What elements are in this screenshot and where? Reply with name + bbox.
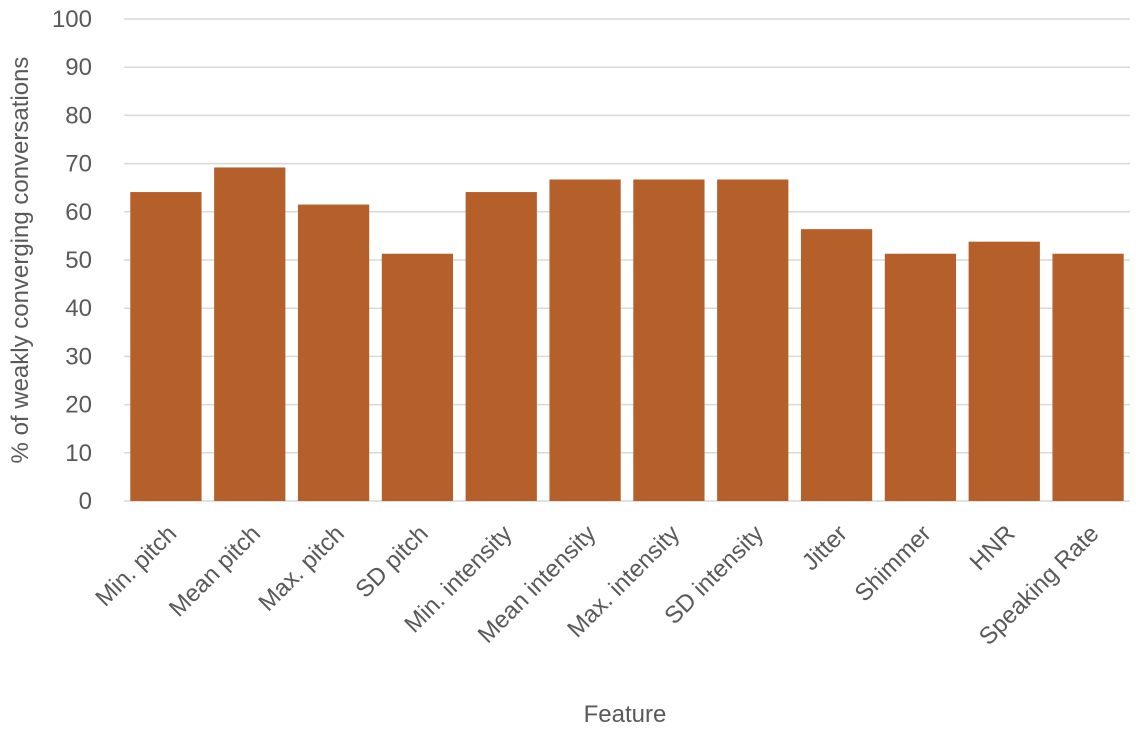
bar [800,229,873,502]
y-tick-label: 50 [65,247,92,274]
x-axis-title: Feature [584,701,667,728]
bar [297,204,370,501]
x-tick-label: Mean pitch [164,520,266,622]
bar [381,253,454,501]
x-tick-label: HNR [965,520,1021,576]
y-tick-label: 20 [65,392,92,419]
y-tick-label: 0 [79,488,92,515]
y-axis-title: % of weakly converging conversations [7,57,34,464]
bar [130,192,202,501]
bar [633,179,705,502]
y-tick-label: 30 [65,343,92,370]
x-tick-label: Max. pitch [253,520,349,616]
bar [465,192,537,501]
y-tick-label: 40 [65,295,92,322]
y-tick-label: 100 [52,6,92,33]
y-tick-label: 70 [65,151,92,178]
bar [1052,253,1124,501]
bar [214,167,286,501]
x-tick-label: Shimmer [850,520,937,607]
x-tick-label: Jitter [797,520,853,576]
y-tick-label: 60 [65,199,92,226]
bar [968,241,1040,501]
bar [717,179,789,502]
y-tick-label: 10 [65,440,92,467]
x-tick-label: SD pitch [350,520,433,603]
bar [549,179,621,502]
y-tick-label: 80 [65,102,92,129]
bar [884,253,957,501]
y-tick-label: 90 [65,54,92,81]
